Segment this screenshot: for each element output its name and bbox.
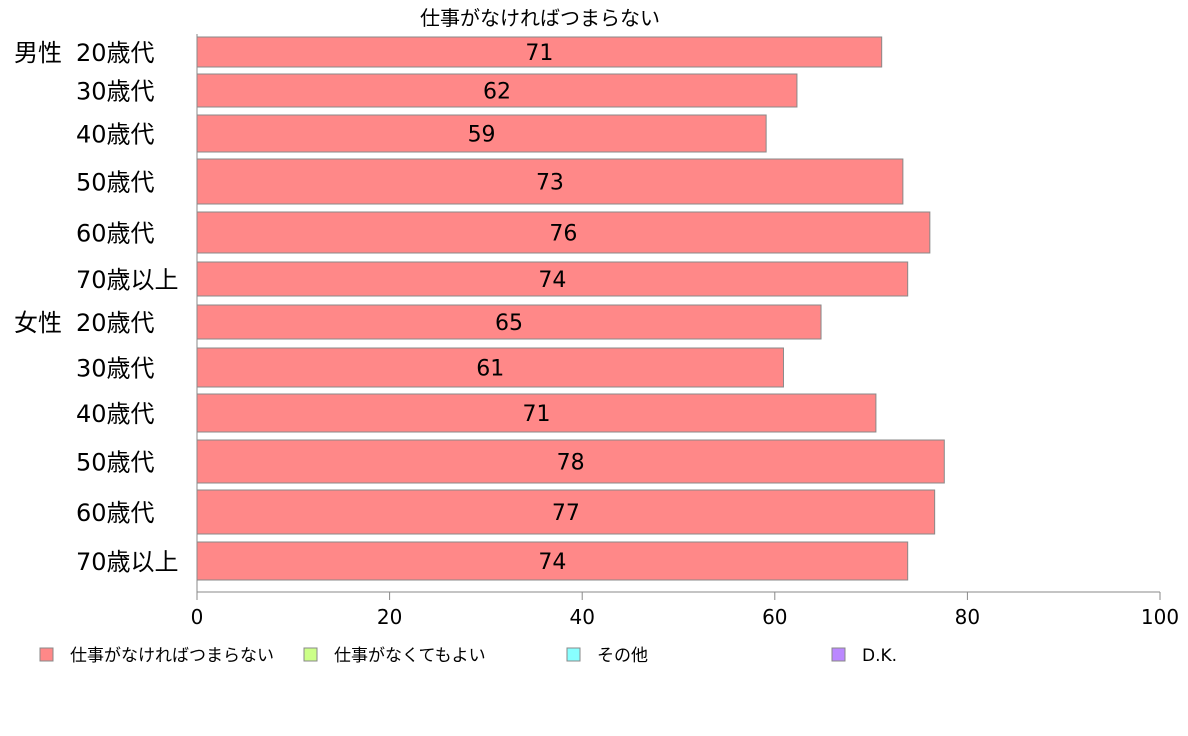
legend-label: その他 <box>597 646 648 666</box>
legend-label: 仕事がなくてもよい <box>334 646 486 666</box>
category-label: 20歳代 <box>76 39 155 67</box>
x-tick-label: 40 <box>569 605 594 629</box>
legend-swatch <box>566 647 581 662</box>
group-label: 男性 <box>14 39 62 67</box>
bar-value-label: 78 <box>557 451 585 476</box>
bar <box>196 114 767 153</box>
category-label: 70歳以上 <box>76 548 179 576</box>
bar-value-label: 71 <box>525 41 553 66</box>
legend-label: D.K. <box>862 646 897 666</box>
legend-swatch <box>303 647 318 662</box>
x-tick-label: 80 <box>955 605 980 629</box>
bar <box>196 439 945 484</box>
category-label: 40歳代 <box>76 121 155 149</box>
bar-value-label: 76 <box>549 222 577 247</box>
bar-value-label: 62 <box>483 80 511 105</box>
bar <box>196 304 822 340</box>
group-label: 女性 <box>14 309 62 337</box>
bar-value-label: 59 <box>468 123 496 148</box>
x-tick-label: 60 <box>762 605 787 629</box>
category-label: 70歳以上 <box>76 266 179 294</box>
category-label: 50歳代 <box>76 449 155 477</box>
bar <box>196 158 904 205</box>
category-label: 20歳代 <box>76 309 155 337</box>
category-label: 50歳代 <box>76 169 155 197</box>
category-label: 30歳代 <box>76 355 155 383</box>
bar-value-label: 77 <box>552 501 580 526</box>
bar <box>196 211 931 254</box>
bar-value-label: 74 <box>538 268 566 293</box>
bar <box>196 73 798 108</box>
bar-value-labels: 71 62 59 73 76 74 65 61 71 78 77 74 <box>468 41 585 575</box>
bar <box>196 36 883 68</box>
bar-value-label: 74 <box>538 550 566 575</box>
x-axis: 0 20 40 60 80 100 <box>191 34 1179 629</box>
category-label: 60歳代 <box>76 499 155 527</box>
legend-swatch <box>831 647 846 662</box>
chart-title: 仕事がなければつまらない <box>420 6 660 30</box>
bar-value-label: 73 <box>536 171 564 196</box>
legend: 仕事がなければつまらない 仕事がなくてもよい その他 D.K. <box>39 646 897 666</box>
bar <box>196 541 909 581</box>
x-tick-label: 100 <box>1141 605 1179 629</box>
category-label: 30歳代 <box>76 78 155 106</box>
category-label: 60歳代 <box>76 220 155 248</box>
bar-value-label: 65 <box>495 311 523 336</box>
category-labels: 20歳代男性30歳代40歳代50歳代60歳代70歳以上20歳代女性30歳代40歳… <box>14 39 179 576</box>
x-tick-label: 20 <box>377 605 402 629</box>
bar-value-label: 61 <box>476 357 504 382</box>
category-label: 40歳代 <box>76 400 155 428</box>
bar-value-label: 71 <box>522 402 550 427</box>
x-tick-label: 0 <box>191 605 204 629</box>
bar <box>196 489 936 535</box>
bars-group <box>196 36 945 581</box>
legend-label: 仕事がなければつまらない <box>70 646 274 666</box>
legend-swatch <box>39 647 54 662</box>
